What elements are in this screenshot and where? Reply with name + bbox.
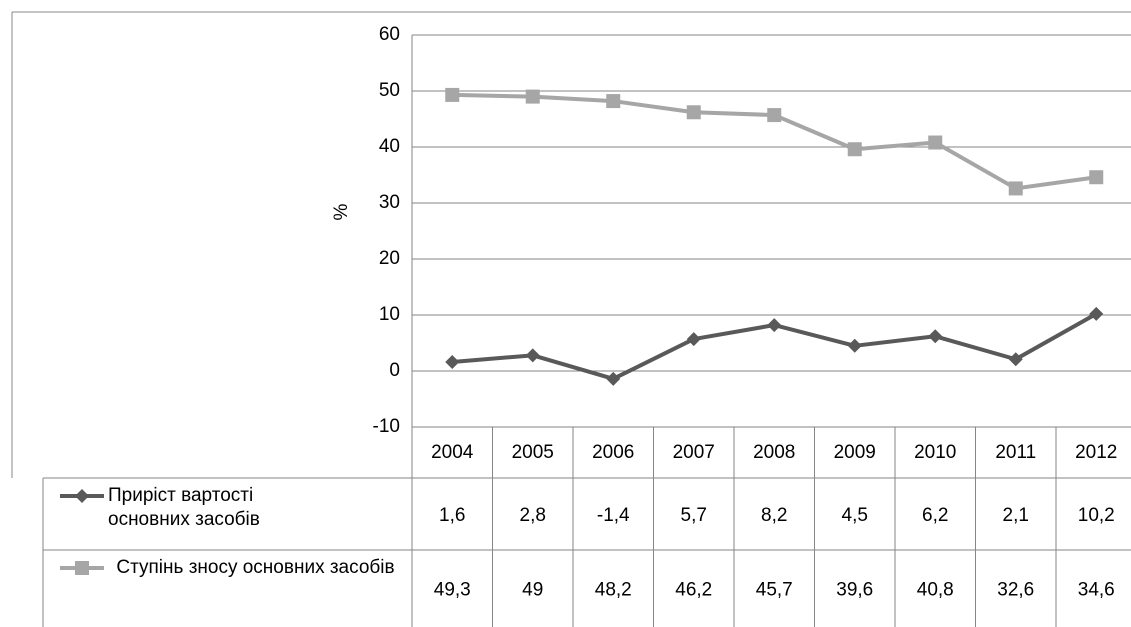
- y-tick-label: 0: [389, 360, 400, 381]
- y-tick-label: 20: [379, 248, 400, 269]
- point: [847, 338, 862, 353]
- point: [1008, 181, 1023, 196]
- legend-label: Приріст вартості основних засобів: [108, 485, 260, 530]
- table-value: 49,3: [434, 580, 471, 601]
- point: [525, 89, 540, 104]
- point: [1008, 352, 1023, 367]
- y-tick-label: 60: [379, 24, 400, 45]
- point: [928, 135, 943, 150]
- y-tick-label: 10: [379, 304, 400, 325]
- point: [928, 329, 943, 344]
- point: [606, 94, 621, 109]
- legend-marker: [75, 489, 89, 503]
- table-value: 39,6: [836, 580, 873, 601]
- table-value: 10,2: [1078, 505, 1115, 526]
- table-value: 2,8: [520, 505, 546, 526]
- y-tick-label: 30: [379, 192, 400, 213]
- table-value: 34,6: [1078, 580, 1115, 601]
- y-tick-label: 50: [379, 80, 400, 101]
- point: [525, 348, 540, 363]
- point: [847, 142, 862, 157]
- table-value: 40,8: [917, 580, 954, 601]
- y-tick-label: -10: [373, 416, 400, 437]
- point: [1089, 170, 1104, 185]
- point: [767, 318, 782, 333]
- x-tick-label: 2011: [995, 442, 1036, 463]
- point: [767, 108, 782, 123]
- x-tick-label: 2009: [834, 442, 876, 463]
- table-value: 1,6: [439, 505, 465, 526]
- table-value: 45,7: [756, 580, 793, 601]
- point: [445, 355, 460, 370]
- y-tick-label: 40: [379, 136, 400, 157]
- x-tick-label: 2004: [431, 442, 474, 463]
- table-value: 6,2: [922, 505, 948, 526]
- point: [606, 371, 621, 386]
- table-value: 2,1: [1003, 505, 1029, 526]
- x-tick-label: 2005: [512, 442, 554, 463]
- x-tick-label: 2010: [914, 442, 956, 463]
- table-value: 32,6: [997, 580, 1034, 601]
- legend-marker: [75, 561, 89, 575]
- table-value: 5,7: [681, 505, 707, 526]
- table-value: -1,4: [597, 505, 630, 526]
- table-value: 46,2: [675, 580, 712, 601]
- x-tick-label: 2008: [753, 442, 795, 463]
- table-value: 8,2: [761, 505, 787, 526]
- point: [686, 332, 701, 347]
- point: [1089, 306, 1104, 321]
- point: [686, 105, 701, 120]
- table-value: 48,2: [595, 580, 632, 601]
- table-value: 49: [522, 580, 543, 601]
- legend-label: Ступінь зносу основних засобів: [116, 557, 395, 578]
- x-tick-label: 2012: [1075, 442, 1117, 463]
- table-value: 4,5: [842, 505, 868, 526]
- point: [445, 87, 460, 102]
- x-tick-label: 2006: [592, 442, 634, 463]
- x-tick-label: 2007: [673, 442, 715, 463]
- y-axis-label: %: [331, 203, 352, 220]
